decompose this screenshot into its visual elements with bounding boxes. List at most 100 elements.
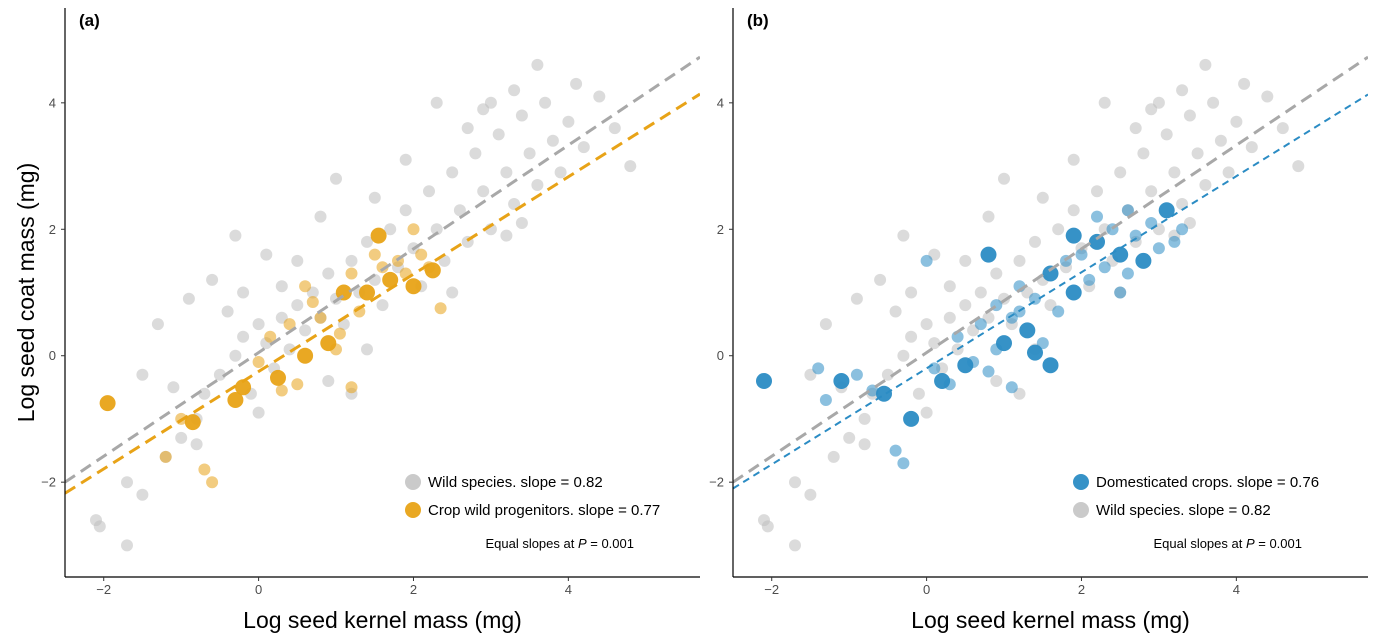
data-point: [361, 235, 373, 248]
data-point: [1067, 153, 1080, 166]
data-point: [1098, 261, 1111, 274]
y-tick-label: 0: [717, 348, 724, 363]
data-point: [206, 273, 219, 286]
data-point: [184, 414, 201, 431]
data-point: [151, 318, 164, 331]
data-point: [1145, 103, 1158, 116]
data-point: [1160, 128, 1173, 141]
fit-line-1: [65, 92, 700, 495]
data-point: [1042, 265, 1059, 282]
data-point: [252, 356, 265, 368]
data-point: [577, 141, 590, 154]
data-point: [252, 318, 265, 331]
data-point: [1137, 147, 1150, 160]
data-point: [322, 375, 335, 387]
annotation-prefix: Equal slopes at: [485, 536, 578, 551]
data-point: [850, 292, 863, 305]
data-point: [1019, 322, 1036, 339]
data-point: [477, 103, 490, 116]
data-point: [291, 254, 304, 267]
data-point: [1158, 202, 1175, 219]
data-point: [546, 134, 559, 147]
data-point: [1089, 233, 1105, 250]
data-point: [1029, 235, 1041, 248]
data-point: [1065, 227, 1082, 244]
data-point: [368, 191, 381, 204]
data-point: [182, 292, 195, 305]
data-point: [990, 343, 1003, 356]
data-point: [531, 179, 544, 191]
data-point: [554, 166, 567, 179]
data-point: [850, 368, 863, 381]
data-point: [430, 96, 443, 109]
data-point: [415, 248, 428, 261]
data-point: [1145, 185, 1158, 198]
data-point: [1013, 254, 1026, 267]
data-point: [990, 375, 1003, 387]
data-point: [959, 254, 972, 267]
data-point: [819, 394, 832, 406]
data-point: [943, 378, 956, 391]
annotation-italic: P: [1246, 536, 1255, 551]
slope-annotation: Equal slopes at P = 0.001: [1153, 536, 1302, 551]
data-point: [858, 438, 871, 451]
data-point: [314, 210, 327, 223]
data-point: [905, 286, 918, 299]
data-point: [361, 343, 373, 356]
fit-line-0: [65, 55, 700, 484]
data-point: [1176, 223, 1189, 236]
legend-label: Domesticated crops. slope = 0.76: [1096, 474, 1319, 491]
data-point: [1238, 77, 1251, 90]
data-point: [270, 369, 286, 386]
data-point: [206, 476, 219, 489]
legend-label: Wild species. slope = 0.82: [1096, 502, 1271, 519]
data-point: [1261, 90, 1274, 103]
data-point: [508, 198, 521, 210]
data-point: [1067, 204, 1080, 217]
data-point: [1245, 141, 1258, 154]
data-point: [881, 368, 894, 381]
data-point: [159, 450, 172, 463]
data-point: [330, 172, 342, 185]
data-point: [1052, 223, 1065, 236]
data-point: [967, 356, 980, 368]
data-point: [314, 311, 327, 324]
data-point: [275, 280, 288, 293]
legend-key: [1073, 502, 1089, 518]
panel-label: (a): [79, 11, 100, 30]
data-point: [469, 147, 482, 160]
data-point: [99, 395, 116, 412]
data-point: [492, 128, 505, 141]
data-point: [1191, 147, 1204, 160]
data-point: [446, 286, 459, 299]
data-point: [405, 278, 422, 295]
data-point: [608, 122, 621, 135]
data-point: [928, 362, 941, 375]
x-tick-label: 2: [410, 582, 417, 597]
data-point: [990, 267, 1003, 280]
data-point: [1199, 179, 1212, 191]
y-tick-label: 2: [717, 222, 724, 237]
legend-label: Wild species. slope = 0.82: [428, 474, 603, 491]
data-point: [1276, 122, 1289, 135]
data-point: [874, 273, 887, 286]
data-point: [905, 330, 918, 343]
data-point: [562, 115, 575, 128]
data-point: [190, 438, 203, 451]
data-point: [1005, 381, 1018, 394]
data-point: [920, 318, 933, 331]
data-point: [221, 305, 234, 318]
data-point: [998, 172, 1010, 185]
legend-key: [1073, 474, 1089, 490]
data-point: [213, 368, 226, 381]
data-point: [229, 229, 242, 242]
data-point: [121, 539, 133, 552]
data-point: [1222, 166, 1235, 179]
data-point: [330, 343, 342, 356]
data-point: [299, 324, 312, 337]
data-point: [434, 302, 447, 315]
data-point: [382, 271, 399, 288]
data-point: [299, 280, 312, 293]
data-point: [500, 166, 513, 179]
